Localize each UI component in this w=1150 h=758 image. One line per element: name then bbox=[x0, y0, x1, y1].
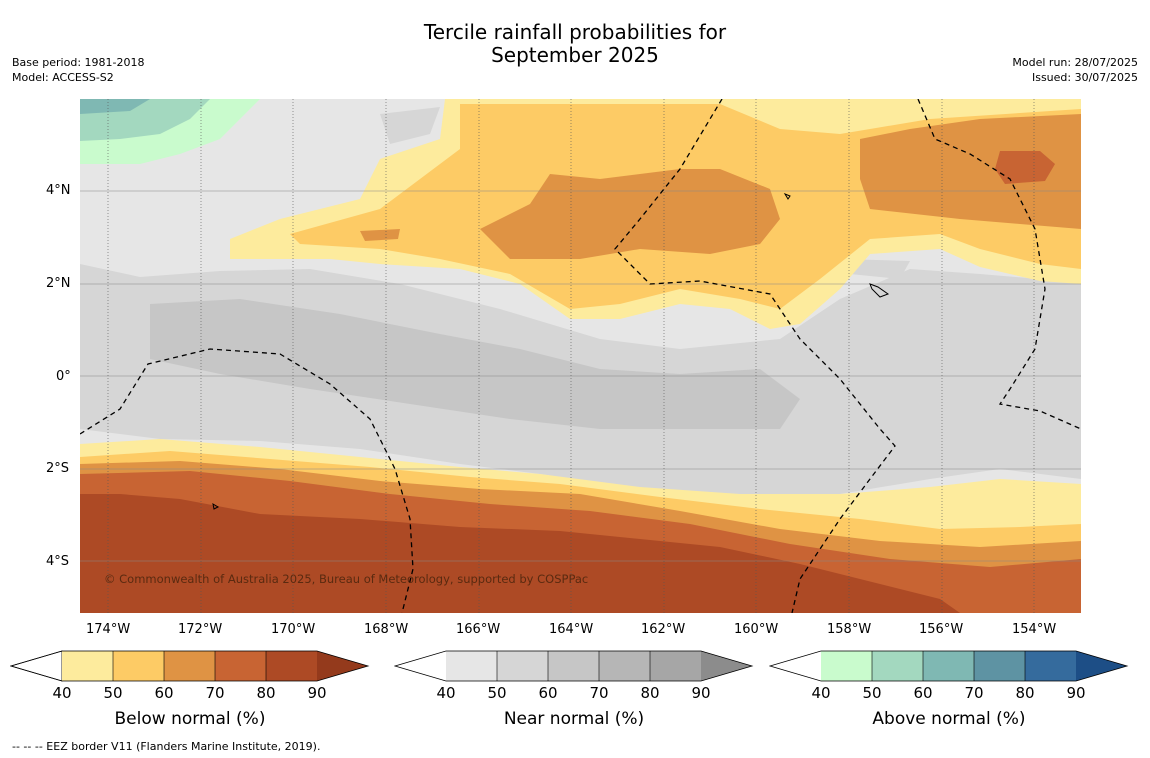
lon-label-172w: 172°W bbox=[178, 622, 223, 637]
lon-label-164w: 164°W bbox=[549, 622, 594, 637]
below-normal-60-area-top-2 bbox=[860, 114, 1081, 229]
near-normal-colorbar-segment bbox=[548, 651, 599, 681]
near-normal-tick-50: 50 bbox=[487, 684, 507, 702]
lon-label-160w: 160°W bbox=[734, 622, 779, 637]
below-normal-colorbar-segment bbox=[62, 651, 113, 681]
near-normal-colorbar-high-extend bbox=[701, 651, 752, 681]
lat-label-4s: 4°S bbox=[46, 554, 70, 569]
above-normal-tick-90: 90 bbox=[1066, 684, 1086, 702]
above-normal-colorbar-low-extend bbox=[770, 651, 821, 681]
near-normal-tick-70: 70 bbox=[589, 684, 609, 702]
lon-label-174w: 174°W bbox=[86, 622, 131, 637]
below-normal-colorbar-segment bbox=[164, 651, 215, 681]
near-normal-tick-40: 40 bbox=[436, 684, 456, 702]
below-normal-tick-40: 40 bbox=[52, 684, 72, 702]
lat-label-0: 0° bbox=[56, 369, 71, 384]
below-normal-80-area-bottom bbox=[80, 494, 960, 613]
near-normal-tick-90: 90 bbox=[691, 684, 711, 702]
below-normal-colorbar-title: Below normal (%) bbox=[114, 709, 266, 729]
lon-label-170w: 170°W bbox=[271, 622, 316, 637]
latitude-gridlines bbox=[80, 190, 1081, 562]
lat-label-2n: 2°N bbox=[46, 276, 71, 291]
model-run-text: Model run: 28/07/2025 bbox=[1012, 56, 1138, 69]
below-normal-colorbar-segment bbox=[113, 651, 164, 681]
eez-border-legend: -- -- -- EEZ border V11 (Flanders Marine… bbox=[12, 740, 321, 753]
near-normal-colorbar-segment bbox=[650, 651, 701, 681]
near-normal-colorbar-segment bbox=[599, 651, 650, 681]
above-normal-tick-40: 40 bbox=[811, 684, 831, 702]
above-normal-tick-70: 70 bbox=[964, 684, 984, 702]
above-normal-colorbar-segment bbox=[821, 651, 872, 681]
near-normal-colorbar-title: Near normal (%) bbox=[503, 709, 645, 729]
near-normal-60-area bbox=[150, 299, 800, 429]
lat-label-2s: 2°S bbox=[46, 461, 70, 476]
lat-label-4n: 4°N bbox=[46, 183, 71, 198]
above-normal-colorbar-title: Above normal (%) bbox=[872, 709, 1026, 729]
below-normal-tick-50: 50 bbox=[103, 684, 123, 702]
below-normal-60-area-top bbox=[480, 169, 780, 259]
model-text: Model: ACCESS-S2 bbox=[12, 71, 114, 84]
base-period-text: Base period: 1981-2018 bbox=[12, 56, 145, 69]
below-normal-colorbar-high-extend bbox=[317, 651, 368, 681]
near-normal-colorbar-segment bbox=[497, 651, 548, 681]
lon-label-154w: 154°W bbox=[1012, 622, 1057, 637]
island-outlines bbox=[212, 192, 890, 510]
above-normal-colorbar-segment bbox=[1025, 651, 1076, 681]
below-normal-tick-70: 70 bbox=[205, 684, 225, 702]
below-normal-colorbar-low-extend bbox=[10, 650, 63, 682]
above-normal-60-area bbox=[80, 99, 150, 114]
below-normal-tick-80: 80 bbox=[256, 684, 276, 702]
lon-label-158w: 158°W bbox=[827, 622, 872, 637]
below-normal-60-area-top-3 bbox=[360, 229, 400, 241]
below-normal-tick-60: 60 bbox=[154, 684, 174, 702]
near-normal-colorbar bbox=[394, 650, 754, 682]
above-normal-tick-50: 50 bbox=[862, 684, 882, 702]
below-normal-tick-90: 90 bbox=[307, 684, 327, 702]
near-normal-colorbar-segment bbox=[446, 651, 497, 681]
map-title-line1: Tercile rainfall probabilities for bbox=[423, 20, 727, 44]
below-normal-colorbar-segment bbox=[215, 651, 266, 681]
above-normal-colorbar-segment bbox=[872, 651, 923, 681]
map-title-line2: September 2025 bbox=[491, 43, 659, 67]
lon-label-156w: 156°W bbox=[919, 622, 964, 637]
near-normal-tick-80: 80 bbox=[640, 684, 660, 702]
above-normal-tick-60: 60 bbox=[913, 684, 933, 702]
issued-text: Issued: 30/07/2025 bbox=[1031, 71, 1138, 84]
lon-label-168w: 168°W bbox=[364, 622, 409, 637]
eez-border-lines bbox=[80, 99, 1081, 613]
below-normal-colorbar-segment bbox=[266, 651, 317, 681]
near-normal-colorbar-low-extend bbox=[395, 651, 446, 681]
above-normal-colorbar-segment bbox=[923, 651, 974, 681]
above-normal-colorbar-high-extend bbox=[1076, 651, 1127, 681]
below-normal-colorbar bbox=[10, 650, 370, 682]
above-normal-colorbar-segment bbox=[974, 651, 1025, 681]
above-normal-colorbar bbox=[769, 650, 1129, 682]
lon-label-162w: 162°W bbox=[641, 622, 686, 637]
copyright-text: © Commonwealth of Australia 2025, Bureau… bbox=[104, 572, 588, 586]
above-normal-tick-80: 80 bbox=[1015, 684, 1035, 702]
lon-label-166w: 166°W bbox=[456, 622, 501, 637]
rainfall-probability-map: © Commonwealth of Australia 2025, Bureau… bbox=[80, 99, 1081, 613]
near-normal-60-area-2 bbox=[380, 107, 440, 144]
near-normal-tick-60: 60 bbox=[538, 684, 558, 702]
below-normal-70-area-top bbox=[995, 151, 1055, 184]
